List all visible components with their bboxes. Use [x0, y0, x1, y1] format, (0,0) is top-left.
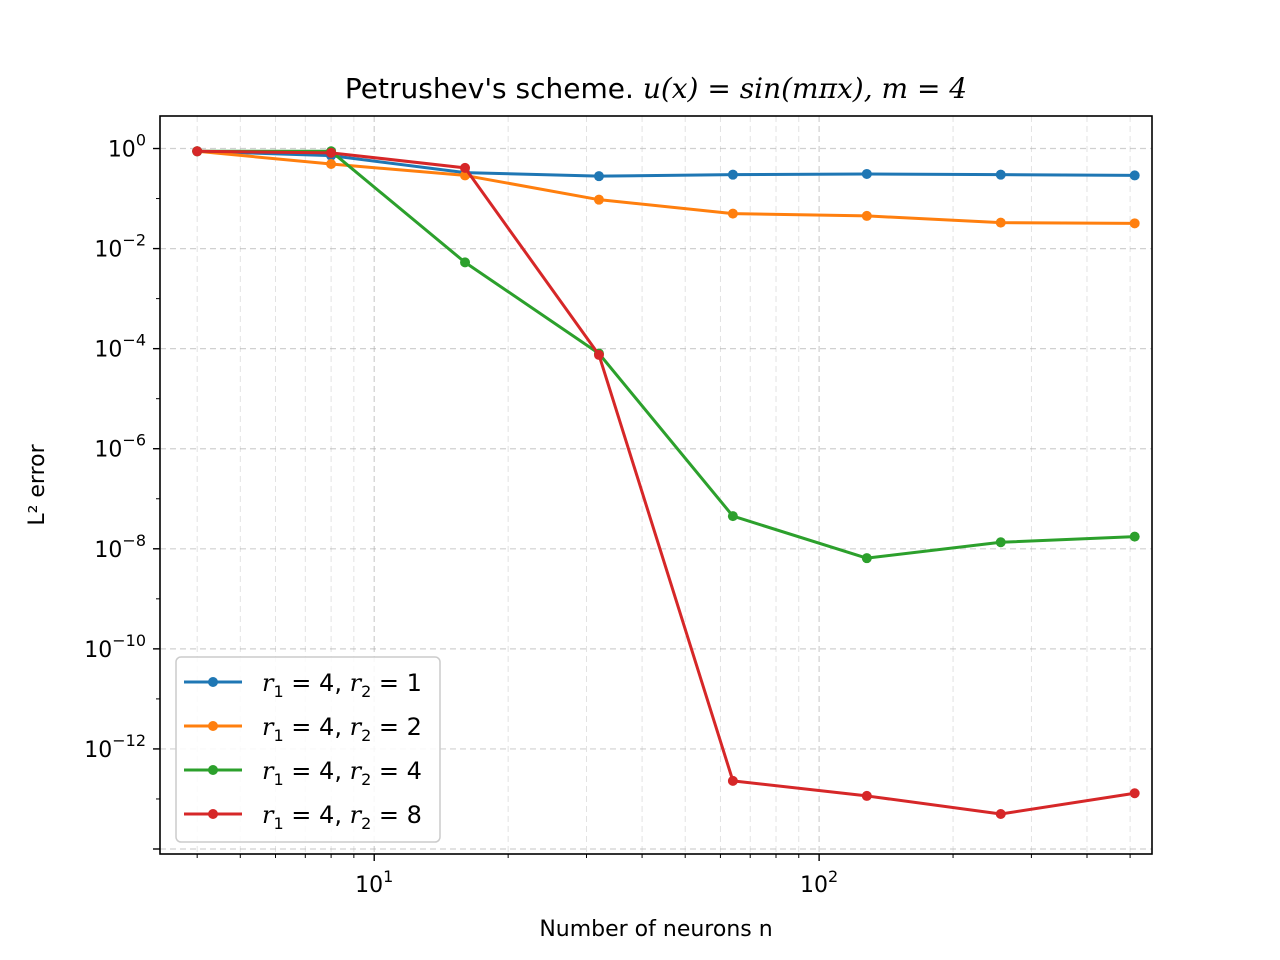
data-point [861, 553, 872, 564]
grid-lines [160, 116, 1152, 854]
data-point [727, 511, 738, 522]
series-layer [192, 146, 1140, 820]
data-point [326, 159, 337, 170]
legend-label: r1 = 4, r2 = 4 [262, 757, 422, 789]
x-tick-label: 101 [355, 867, 393, 898]
y-axis-label: L² error [25, 443, 50, 525]
y-tick-label: 10−12 [84, 731, 146, 763]
legend-swatch-marker [208, 765, 218, 775]
series-4 [192, 146, 1140, 820]
series-line [197, 149, 1135, 816]
data-point [861, 210, 872, 221]
data-point [460, 257, 471, 268]
data-point [1129, 788, 1140, 799]
series-line [197, 149, 1135, 225]
data-point [995, 537, 1006, 548]
plot-frame [159, 115, 1153, 855]
data-point [593, 349, 604, 360]
data-point [1129, 531, 1140, 542]
data-point [1129, 170, 1140, 181]
data-point [1129, 218, 1140, 229]
legend-label: r1 = 4, r2 = 8 [262, 801, 422, 833]
y-tick-label: 10−4 [94, 331, 146, 363]
data-point [727, 169, 738, 180]
data-point [326, 147, 337, 158]
legend-label: r1 = 4, r2 = 2 [262, 713, 422, 745]
data-point [460, 162, 471, 173]
legend: r1 = 4, r2 = 1 r1 = 4, r2 = 2 r1 = 4, r2 =… [175, 656, 441, 843]
series-line [197, 149, 1135, 178]
legend-box [175, 656, 441, 843]
legend-swatch-marker [208, 809, 218, 819]
data-point [995, 809, 1006, 820]
y-tick-label: 10−2 [94, 231, 146, 263]
legend-swatch-marker [208, 677, 218, 687]
series-line [197, 149, 1135, 560]
y-tick-label: 10−6 [94, 431, 146, 463]
chart-title: Petrushev's scheme. u(x) = sin(mπx), m =… [345, 72, 967, 105]
data-point [593, 194, 604, 205]
data-point [861, 790, 872, 801]
data-point [727, 208, 738, 219]
data-point [593, 171, 604, 182]
y-tick-label: 100 [108, 131, 146, 163]
data-point [727, 775, 738, 786]
data-point [192, 146, 203, 157]
y-tick-label: 10−10 [84, 631, 146, 663]
data-point [861, 168, 872, 179]
legend-item: r1 = 4, r2 = 4 [184, 757, 422, 789]
series-3 [192, 146, 1140, 564]
legend-item: r1 = 4, r2 = 8 [184, 801, 422, 833]
legend-label: r1 = 4, r2 = 1 [262, 669, 422, 701]
data-point [995, 217, 1006, 228]
x-axis-label: Number of neurons n [539, 917, 772, 942]
data-point [995, 169, 1006, 180]
y-tick-label: 10−8 [94, 531, 146, 563]
legend-item: r1 = 4, r2 = 2 [184, 713, 422, 745]
axis-ticks: 101 102 100 10−2 10−4 10−6 10−8 10−10 10−12 [84, 131, 1131, 898]
legend-item: r1 = 4, r2 = 1 [184, 669, 422, 701]
legend-swatch-marker [208, 721, 218, 731]
x-tick-label: 102 [800, 867, 838, 898]
